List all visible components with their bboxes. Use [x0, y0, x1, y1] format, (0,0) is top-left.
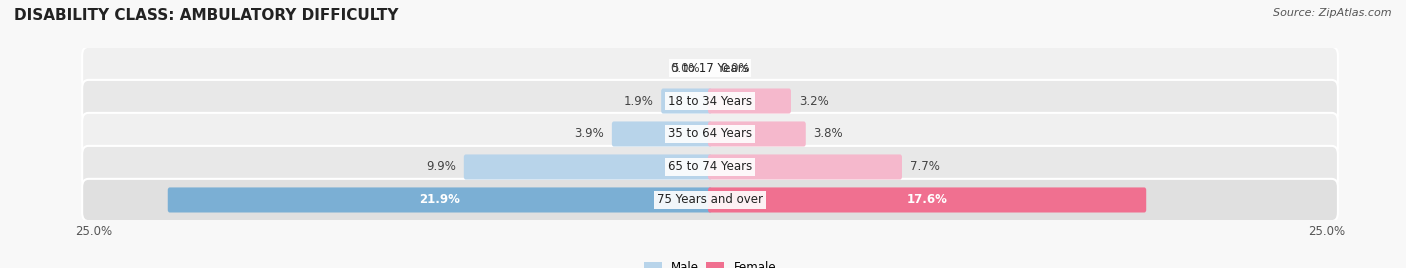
Text: 9.9%: 9.9%	[426, 161, 456, 173]
FancyBboxPatch shape	[612, 121, 711, 147]
Text: 3.2%: 3.2%	[799, 95, 828, 107]
FancyBboxPatch shape	[464, 154, 711, 180]
FancyBboxPatch shape	[709, 121, 806, 147]
Text: 18 to 34 Years: 18 to 34 Years	[668, 95, 752, 107]
Text: 21.9%: 21.9%	[419, 193, 460, 206]
Text: 0.0%: 0.0%	[720, 62, 749, 75]
FancyBboxPatch shape	[661, 88, 711, 114]
Text: DISABILITY CLASS: AMBULATORY DIFFICULTY: DISABILITY CLASS: AMBULATORY DIFFICULTY	[14, 8, 398, 23]
Text: 7.7%: 7.7%	[910, 161, 939, 173]
FancyBboxPatch shape	[709, 88, 792, 114]
Text: 17.6%: 17.6%	[907, 193, 948, 206]
Text: 5 to 17 Years: 5 to 17 Years	[672, 62, 748, 75]
Text: 3.8%: 3.8%	[814, 128, 844, 140]
Text: 65 to 74 Years: 65 to 74 Years	[668, 161, 752, 173]
FancyBboxPatch shape	[709, 154, 903, 180]
FancyBboxPatch shape	[82, 113, 1339, 155]
Text: Source: ZipAtlas.com: Source: ZipAtlas.com	[1274, 8, 1392, 18]
Text: 1.9%: 1.9%	[623, 95, 654, 107]
FancyBboxPatch shape	[82, 179, 1339, 221]
FancyBboxPatch shape	[709, 187, 1146, 213]
Text: 3.9%: 3.9%	[574, 128, 605, 140]
FancyBboxPatch shape	[82, 146, 1339, 188]
Text: 35 to 64 Years: 35 to 64 Years	[668, 128, 752, 140]
Legend: Male, Female: Male, Female	[640, 256, 780, 268]
FancyBboxPatch shape	[167, 187, 711, 213]
Text: 75 Years and over: 75 Years and over	[657, 193, 763, 206]
FancyBboxPatch shape	[82, 80, 1339, 122]
Text: 0.0%: 0.0%	[671, 62, 700, 75]
FancyBboxPatch shape	[82, 47, 1339, 89]
